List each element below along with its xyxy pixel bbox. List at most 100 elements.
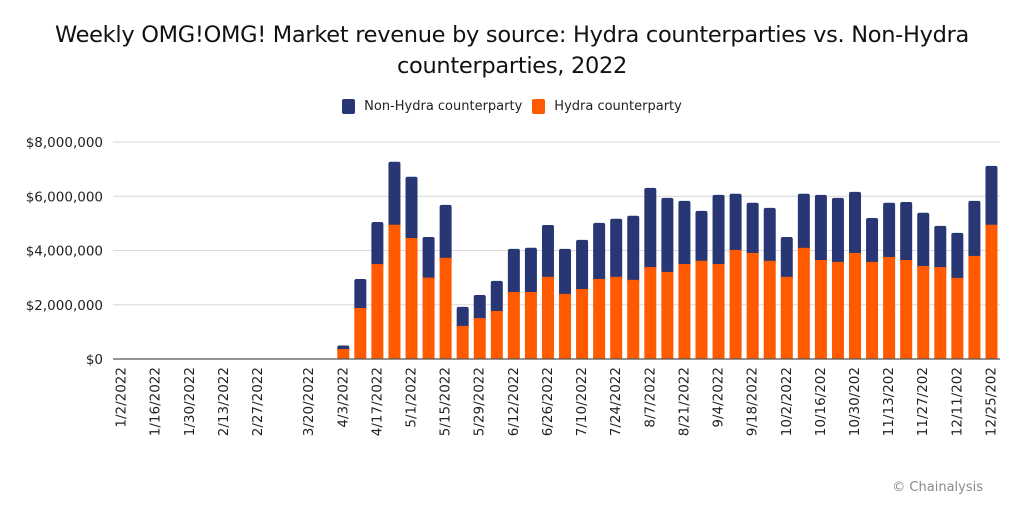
- bar-hydra: [763, 260, 776, 359]
- x-tick-label: 6/26/2022: [540, 367, 556, 436]
- bar-non-hydra: [746, 202, 759, 256]
- bar-stack: [593, 222, 606, 359]
- y-tick-label: $6,000,000: [26, 189, 103, 205]
- chart-legend: Non-Hydra counterparty Hydra counterpart…: [0, 99, 1024, 114]
- bar-stack: [507, 248, 520, 359]
- bar-hydra: [456, 325, 469, 359]
- legend-label-non-hydra: Non-Hydra counterparty: [364, 99, 523, 114]
- bar-non-hydra: [354, 278, 367, 312]
- bar-hydra: [849, 252, 862, 359]
- bar-stack: [985, 165, 998, 359]
- bar-non-hydra: [490, 280, 503, 314]
- x-tick-label: 9/4/2022: [711, 367, 727, 428]
- bar-stack: [917, 212, 930, 359]
- bar-non-hydra: [456, 306, 469, 329]
- bar-hydra: [797, 247, 810, 359]
- x-tick-label: 12/11/202: [949, 367, 965, 436]
- bar-stack: [814, 194, 827, 359]
- bar-stack: [644, 187, 657, 359]
- bar-stack: [883, 202, 896, 359]
- x-tick-label: 5/1/2022: [404, 367, 420, 428]
- x-tick-label: 1/30/2022: [182, 367, 198, 436]
- bar-stack: [678, 200, 691, 359]
- bar-stack: [746, 202, 759, 359]
- bar-non-hydra: [473, 294, 486, 322]
- bar-stack: [422, 236, 435, 359]
- bar-non-hydra: [968, 200, 981, 259]
- bar-non-hydra: [712, 194, 725, 268]
- x-tick-label: 5/15/2022: [438, 367, 454, 436]
- bar-hydra: [695, 260, 708, 359]
- x-tick-label: 8/7/2022: [642, 367, 658, 428]
- y-tick-label: $2,000,000: [26, 298, 103, 314]
- bar-stack: [490, 280, 503, 359]
- x-tick-label: 11/27/202: [915, 367, 931, 436]
- bar-hydra: [388, 224, 401, 359]
- bar-stack: [456, 306, 469, 359]
- legend-swatch-hydra: [532, 99, 546, 114]
- bar-non-hydra: [593, 222, 606, 282]
- bar-stack: [388, 161, 401, 359]
- bar-stack: [439, 204, 452, 359]
- bar-non-hydra: [934, 225, 947, 271]
- x-tick-label: 10/2/2022: [779, 367, 795, 436]
- bar-hydra: [712, 264, 725, 359]
- bar-hydra: [985, 224, 998, 359]
- bar-non-hydra: [985, 165, 998, 228]
- bar-stack: [661, 197, 674, 359]
- x-tick-label: 6/12/2022: [506, 367, 522, 436]
- x-tick-label: 8/21/2022: [676, 367, 692, 436]
- y-tick-label: $0: [86, 352, 103, 368]
- bar-non-hydra: [422, 236, 435, 281]
- bar-non-hydra: [559, 248, 572, 297]
- x-tick-label: 3/20/2022: [301, 367, 317, 436]
- bar-stack: [763, 207, 776, 359]
- x-tick-label: 9/18/2022: [745, 367, 761, 436]
- bar-hydra: [576, 289, 589, 359]
- bar-non-hydra: [627, 215, 640, 283]
- x-tick-label: 4/17/2022: [369, 367, 385, 436]
- bar-hydra: [507, 292, 520, 359]
- bar-non-hydra: [763, 207, 776, 264]
- chart-title: Weekly OMG!OMG! Market revenue by source…: [0, 20, 1024, 82]
- bar-stack: [524, 247, 537, 359]
- bar-hydra: [883, 257, 896, 359]
- x-tick-label: 11/13/202: [881, 367, 897, 436]
- bar-stack: [405, 176, 418, 359]
- bar-hydra: [473, 318, 486, 359]
- bar-stack: [780, 236, 793, 359]
- bar-hydra: [968, 255, 981, 359]
- bar-stack: [849, 191, 862, 359]
- bar-stack: [371, 222, 384, 359]
- bar-stack: [541, 225, 554, 359]
- bar-stack: [695, 210, 708, 359]
- bar-stack: [951, 232, 964, 359]
- bar-stack: [797, 193, 810, 359]
- x-tick-label: 10/16/202: [813, 367, 829, 436]
- x-tick-label: 7/10/2022: [574, 367, 590, 436]
- chainalysis-credit: © Chainalysis: [892, 480, 983, 495]
- legend-item-non-hydra: Non-Hydra counterparty: [342, 99, 522, 114]
- bar-non-hydra: [951, 232, 964, 281]
- bar-non-hydra: [831, 197, 844, 265]
- bar-non-hydra: [644, 187, 657, 271]
- y-axis-tick-labels: $0 $2,000,000 $4,000,000 $6,000,000 $8,000,0…: [26, 135, 103, 368]
- bar-hydra: [831, 261, 844, 359]
- bar-non-hydra: [729, 193, 742, 253]
- legend-swatch-non-hydra: [342, 99, 356, 114]
- bar-stack: [968, 200, 981, 359]
- x-tick-label: 5/29/2022: [472, 367, 488, 436]
- x-tick-label: 1/2/2022: [114, 367, 130, 428]
- bar-hydra: [900, 259, 913, 359]
- x-tick-label: 2/27/2022: [250, 367, 266, 436]
- bar-non-hydra: [661, 197, 674, 275]
- bar-stack: [473, 294, 486, 359]
- bar-non-hydra: [541, 225, 554, 280]
- bar-hydra: [866, 261, 879, 359]
- x-tick-label: 12/25/202: [983, 367, 999, 436]
- y-tick-label: $8,000,000: [26, 135, 103, 151]
- bar-non-hydra: [439, 204, 452, 261]
- bar-hydra: [524, 292, 537, 359]
- bar-non-hydra: [797, 193, 810, 251]
